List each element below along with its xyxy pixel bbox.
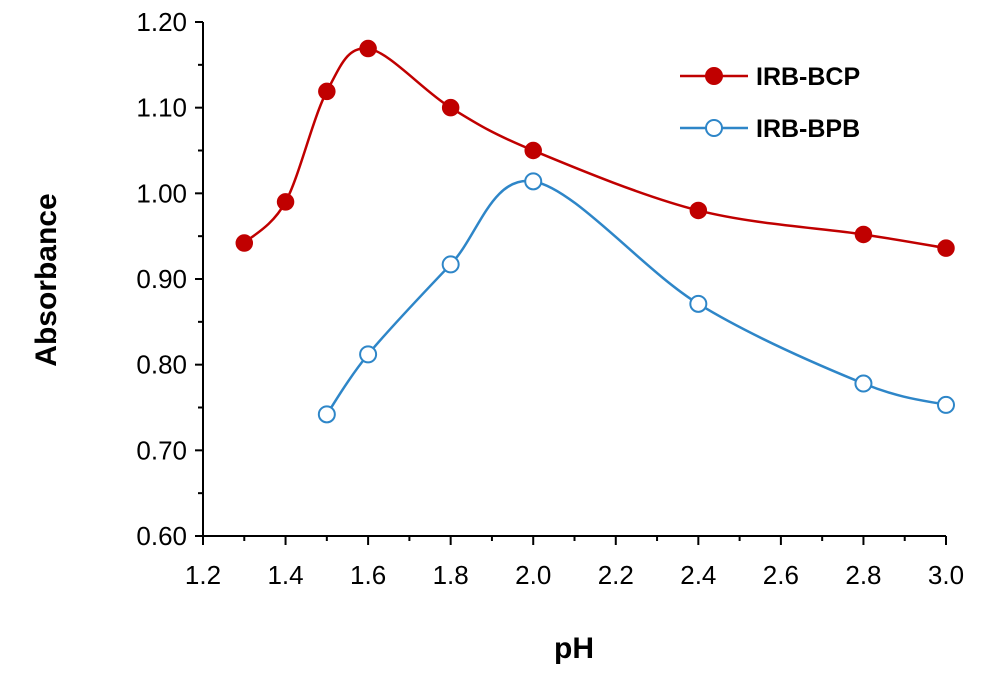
data-point-irb-bcp (318, 82, 336, 101)
legend-label: IRB-BPB (756, 115, 860, 143)
series-irb-bcp (235, 39, 955, 257)
x-tick-label: 3.0 (928, 560, 964, 590)
series-layer (235, 39, 955, 424)
data-point-irb-bcp (441, 98, 460, 117)
data-point-irb-bpb (689, 294, 708, 313)
legend-item-irb-bpb: IRB-BPB (680, 115, 860, 143)
data-point-irb-bcp (937, 239, 955, 257)
legend: IRB-BCP IRB-BPB (680, 63, 860, 143)
y-tick-label: 0.70 (136, 435, 187, 465)
legend-item-irb-bcp: IRB-BCP (680, 63, 860, 91)
legend-marker (705, 119, 723, 137)
x-tick-label: 1.6 (350, 560, 386, 590)
y-tick-label: 0.80 (136, 350, 187, 380)
data-point-irb-bpb (937, 395, 955, 414)
legend-marker (705, 67, 723, 85)
y-tick-label: 1.10 (136, 93, 187, 123)
data-point-irb-bpb (441, 255, 460, 274)
series-line-irb-bcp (243, 47, 947, 250)
x-tick-label: 2.2 (598, 560, 634, 590)
y-axis-title: Absorbance (30, 193, 63, 366)
data-point-irb-bcp (276, 193, 295, 211)
x-tick-label: 2.0 (515, 560, 551, 590)
data-point-irb-bpb (524, 172, 543, 191)
data-point-irb-bcp (689, 201, 708, 220)
x-tick-label: 1.8 (433, 560, 469, 590)
x-tick-label: 1.2 (185, 560, 221, 590)
axes (202, 22, 946, 537)
y-tick-label: 1.00 (136, 178, 187, 208)
data-point-irb-bpb (317, 405, 336, 424)
x-axis-title: pH (554, 632, 594, 665)
x-ticks: 1.2 1.4 1.6 1.8 2.0 2.2 2.4 2.6 2.8 3.0 (185, 536, 964, 590)
data-point-irb-bcp (524, 141, 542, 160)
data-point-irb-bcp (854, 225, 873, 244)
data-point-irb-bcp (359, 39, 377, 58)
data-point-irb-bpb (359, 345, 378, 364)
x-tick-label: 2.8 (845, 560, 881, 590)
y-ticks: 0.60 0.70 0.80 0.90 1.00 1.10 1.20 (136, 7, 203, 551)
x-tick-label: 2.6 (763, 560, 799, 590)
legend-label: IRB-BCP (756, 63, 860, 91)
y-tick-label: 1.20 (136, 7, 187, 37)
x-tick-label: 1.4 (267, 560, 303, 590)
y-tick-label: 0.60 (136, 521, 187, 551)
data-point-irb-bcp (235, 234, 254, 252)
y-tick-label: 0.90 (136, 264, 187, 294)
data-point-irb-bpb (854, 374, 873, 393)
series-irb-bpb (317, 172, 955, 424)
x-tick-label: 2.4 (680, 560, 716, 590)
series-line-irb-bpb (325, 179, 947, 416)
